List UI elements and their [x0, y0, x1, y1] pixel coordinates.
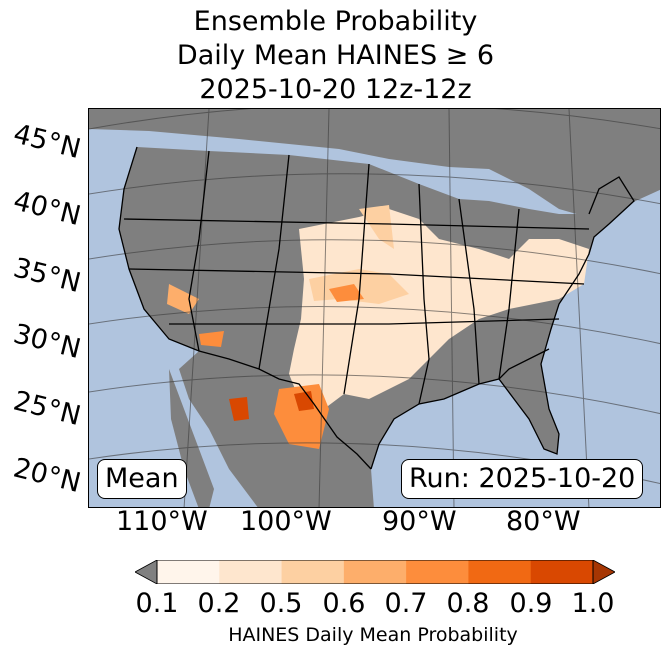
colorbar-tick-0-8: 0.8 — [446, 588, 490, 619]
prob-field-kansas-core — [329, 284, 364, 302]
colorbar-tick-0-6: 0.6 — [322, 588, 366, 619]
canada-land — [89, 109, 660, 219]
prob-field-sonora — [229, 397, 249, 421]
colorbar-under-arrow — [135, 560, 158, 584]
lat-label-20: 20°N — [10, 452, 84, 500]
lon-label-80: 80°W — [506, 506, 581, 537]
lon-label-110: 110°W — [116, 506, 208, 537]
graticule — [89, 109, 660, 507]
colorbar-tick-0-7: 0.7 — [384, 588, 428, 619]
colorbar-bin — [219, 560, 283, 584]
map-panel — [88, 108, 661, 508]
colorbar-over-arrow — [592, 560, 615, 584]
colorbar-bin — [281, 560, 345, 584]
run-date-box: Run: 2025-10-20 — [401, 459, 644, 499]
lat-label-30: 30°N — [10, 318, 84, 366]
map-svg — [89, 109, 660, 507]
colorbar-bin — [157, 560, 220, 584]
colorbar — [135, 560, 615, 584]
colorbar-tick-0-2: 0.2 — [197, 588, 241, 619]
mean-box: Mean — [97, 459, 187, 499]
lon-label-90: 90°W — [382, 506, 457, 537]
lon-label-100: 100°W — [240, 506, 332, 537]
colorbar-tick-1-0: 1.0 — [571, 588, 615, 619]
lat-label-25: 25°N — [10, 385, 84, 433]
prob-field-mexico — [274, 384, 329, 449]
colorbar-tick-0-1: 0.1 — [135, 588, 179, 619]
coastline — [370, 176, 635, 470]
colorbar-bin — [530, 560, 594, 584]
lat-label-35: 35°N — [10, 252, 84, 300]
colorbar-label: HAINES Daily Mean Probability — [228, 624, 518, 646]
baja-land — [169, 369, 214, 507]
lat-label-45: 45°N — [10, 118, 84, 166]
title-line-2: Daily Mean HAINES ≥ 6 — [176, 40, 495, 71]
colorbar-tick-0-5: 0.5 — [259, 588, 303, 619]
colorbar-tick-0-9: 0.9 — [509, 588, 553, 619]
title-line-3: 2025-10-20 12z-12z — [199, 74, 472, 105]
colorbar-bin — [406, 560, 469, 584]
prob-field-mexico-core — [294, 391, 314, 411]
mexico-land — [179, 351, 374, 507]
colorbar-bin — [468, 560, 532, 584]
state-borders — [118, 146, 590, 470]
title-line-1: Ensemble Probability — [193, 6, 478, 37]
colorbar-bin — [343, 560, 407, 584]
lat-label-40: 40°N — [10, 185, 84, 233]
prob-field-arizona — [199, 331, 224, 347]
prob-field-nebraska — [359, 205, 394, 249]
